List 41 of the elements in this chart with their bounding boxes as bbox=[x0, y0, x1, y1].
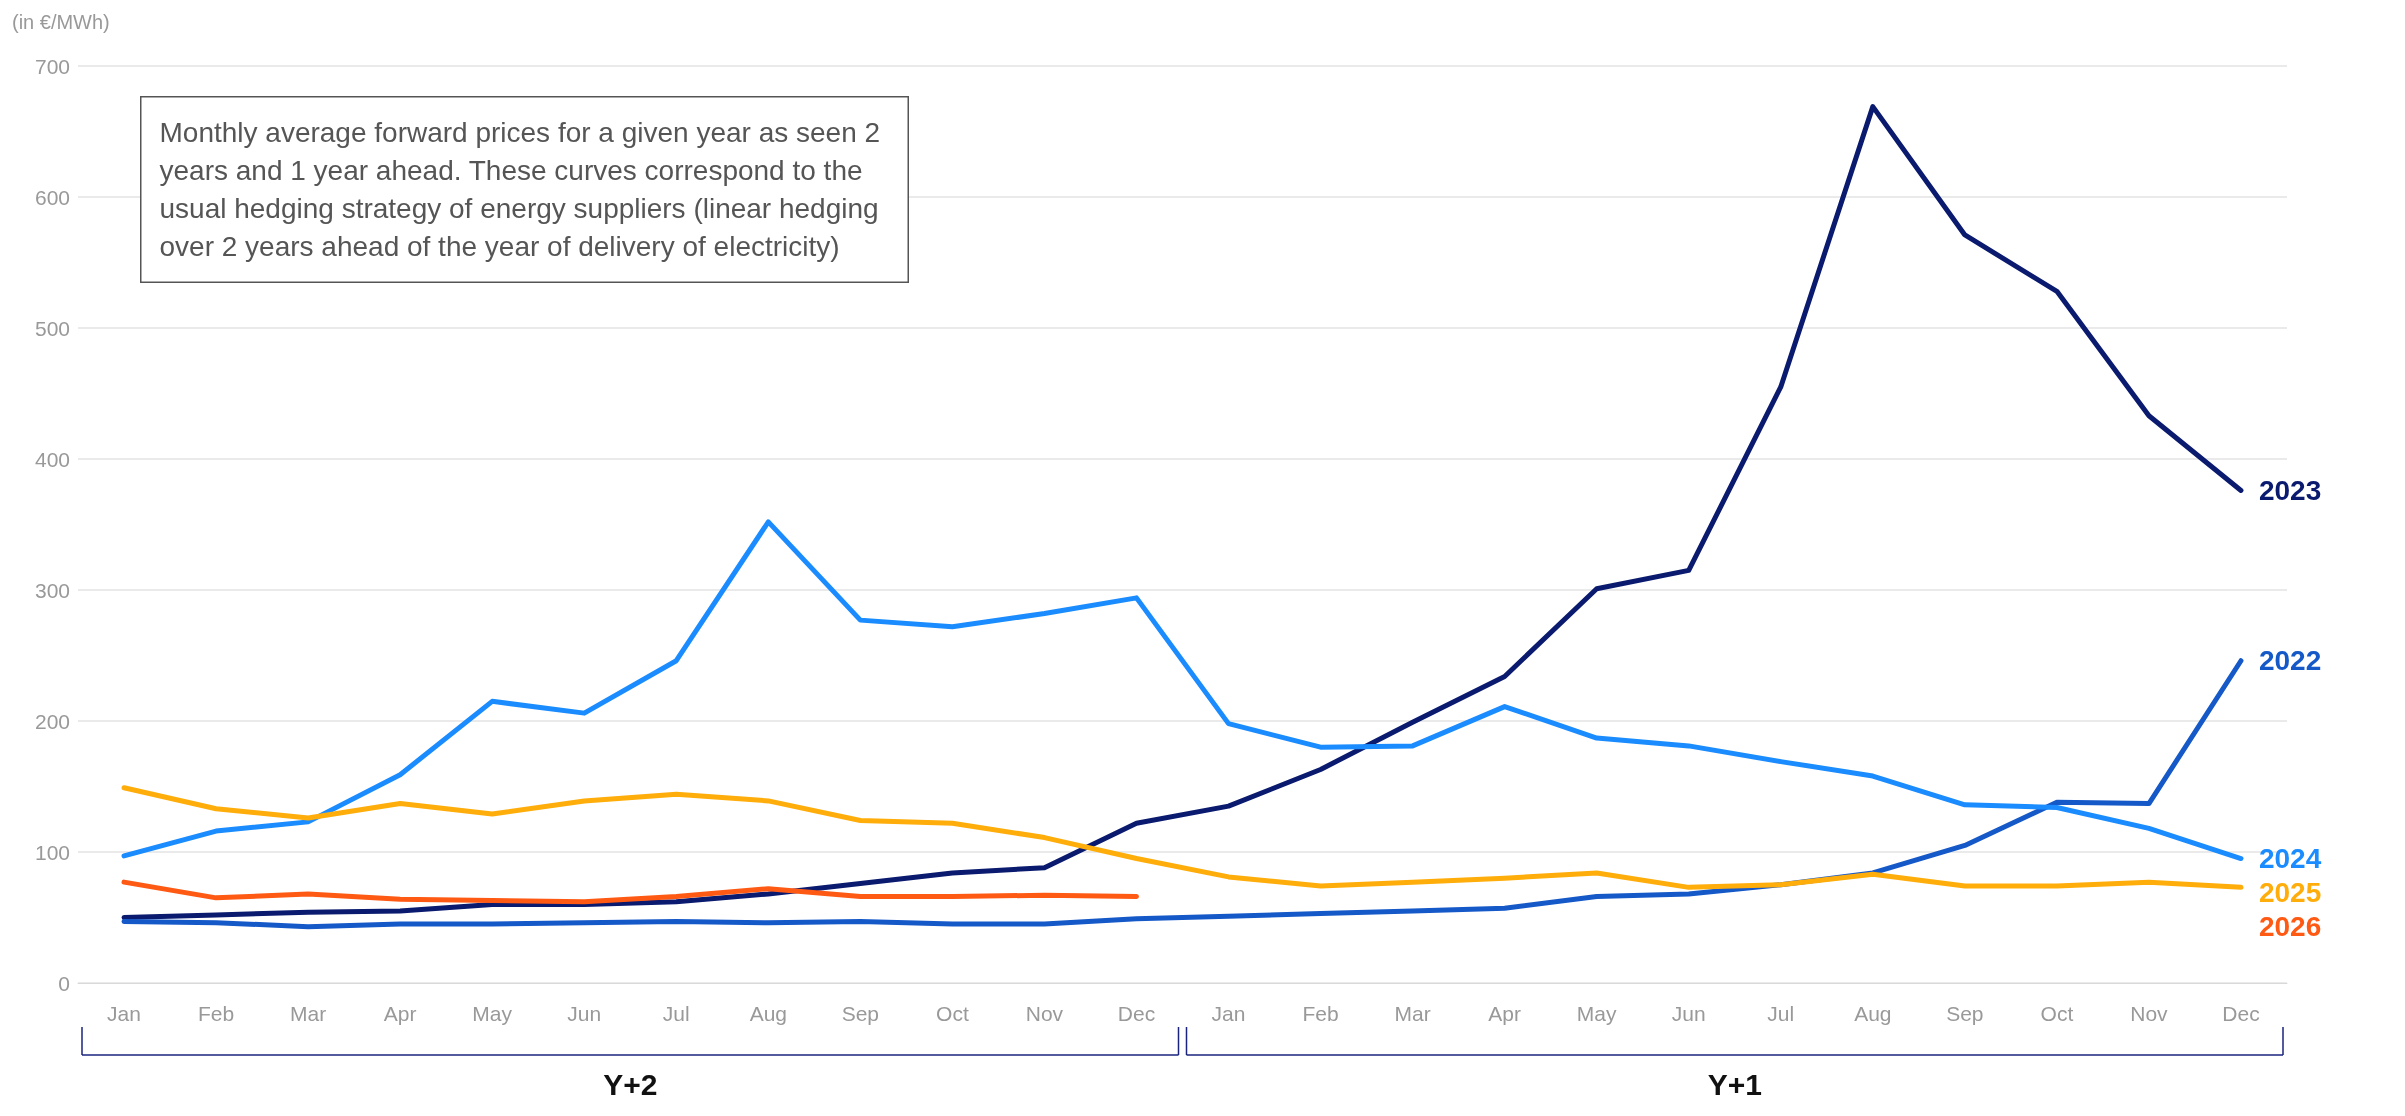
x-tick-label: Jul bbox=[1767, 1002, 1795, 1025]
x-tick-label: Apr bbox=[383, 1002, 417, 1025]
x-tick-label: May bbox=[472, 1002, 513, 1025]
x-tick-label: Jun bbox=[1671, 1002, 1706, 1025]
series-label: 2025 bbox=[2258, 877, 2322, 909]
x-tick-label: Jul bbox=[662, 1002, 690, 1025]
y-tick-label: 700 bbox=[34, 54, 70, 78]
y-tick-label: 200 bbox=[34, 709, 70, 733]
annotation: Monthly average forward prices for a given year as seen 2 years and 1 year ahead. These curves correspond to the usual hedging strategy of energy suppliers (linear hedging over 2 years ahead of the year of delivery of electricity) bbox=[159, 117, 888, 262]
y-tick-label: 100 bbox=[34, 840, 70, 864]
x-tick-label: May bbox=[1576, 1002, 1618, 1025]
text: Y+2 bbox=[603, 1067, 658, 1101]
x-tick-label: Jan bbox=[107, 1002, 141, 1025]
y-tick-label: 300 bbox=[34, 578, 70, 602]
x-tick-label: Mar bbox=[290, 1002, 327, 1025]
x-tick-label: Mar bbox=[1394, 1002, 1431, 1025]
series-label: 2022 bbox=[2258, 645, 2322, 677]
x-tick-label: Nov bbox=[1025, 1002, 1064, 1025]
x-tick-label: Dec bbox=[2222, 1002, 2260, 1025]
x-tick-label: Feb bbox=[197, 1002, 235, 1025]
y-tick-label: 600 bbox=[34, 185, 70, 209]
series-label: 2023 bbox=[2258, 474, 2322, 506]
x-tick-label: Dec bbox=[1117, 1002, 1156, 1025]
x-tick-label: Aug bbox=[749, 1002, 787, 1025]
text: Y+1 bbox=[1707, 1067, 1762, 1101]
x-tick-label: Feb bbox=[1302, 1002, 1339, 1025]
x-tick-label: Jun bbox=[567, 1002, 602, 1025]
x-tick-label: Jan bbox=[1211, 1002, 1246, 1025]
x-tick-label: Aug bbox=[1854, 1002, 1892, 1025]
x-tick-label: Oct bbox=[2040, 1002, 2074, 1025]
x-tick-label: Apr bbox=[1488, 1002, 1521, 1025]
x-tick-label: Sep bbox=[1946, 1002, 1984, 1025]
y-tick-label: 0 bbox=[58, 971, 70, 995]
x-tick-label: Sep bbox=[841, 1002, 880, 1025]
y-tick-label: 500 bbox=[34, 316, 70, 340]
series-label: 2024 bbox=[2258, 843, 2322, 875]
text: 2026 bbox=[2258, 911, 2322, 943]
y-axis-title: (in €/MWh) bbox=[12, 11, 110, 33]
y-tick-label: 400 bbox=[34, 447, 70, 471]
x-tick-label: Nov bbox=[2130, 1002, 2169, 1025]
x-tick-label: Oct bbox=[936, 1002, 969, 1025]
